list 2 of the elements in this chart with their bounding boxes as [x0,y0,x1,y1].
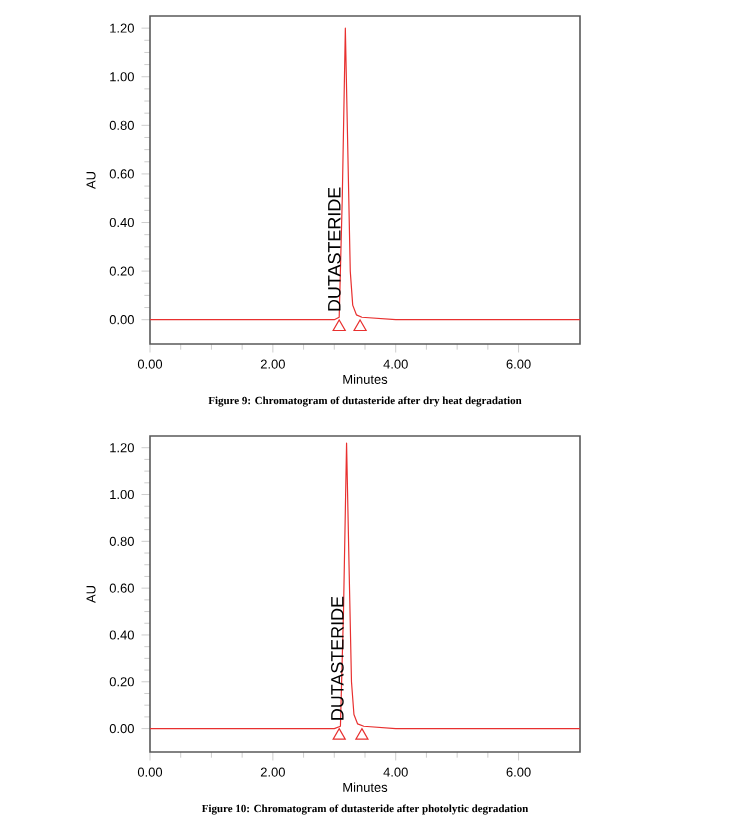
annotation: DUTASTERIDE [331,596,344,720]
annotation: DUTASTERIDE [327,187,341,311]
